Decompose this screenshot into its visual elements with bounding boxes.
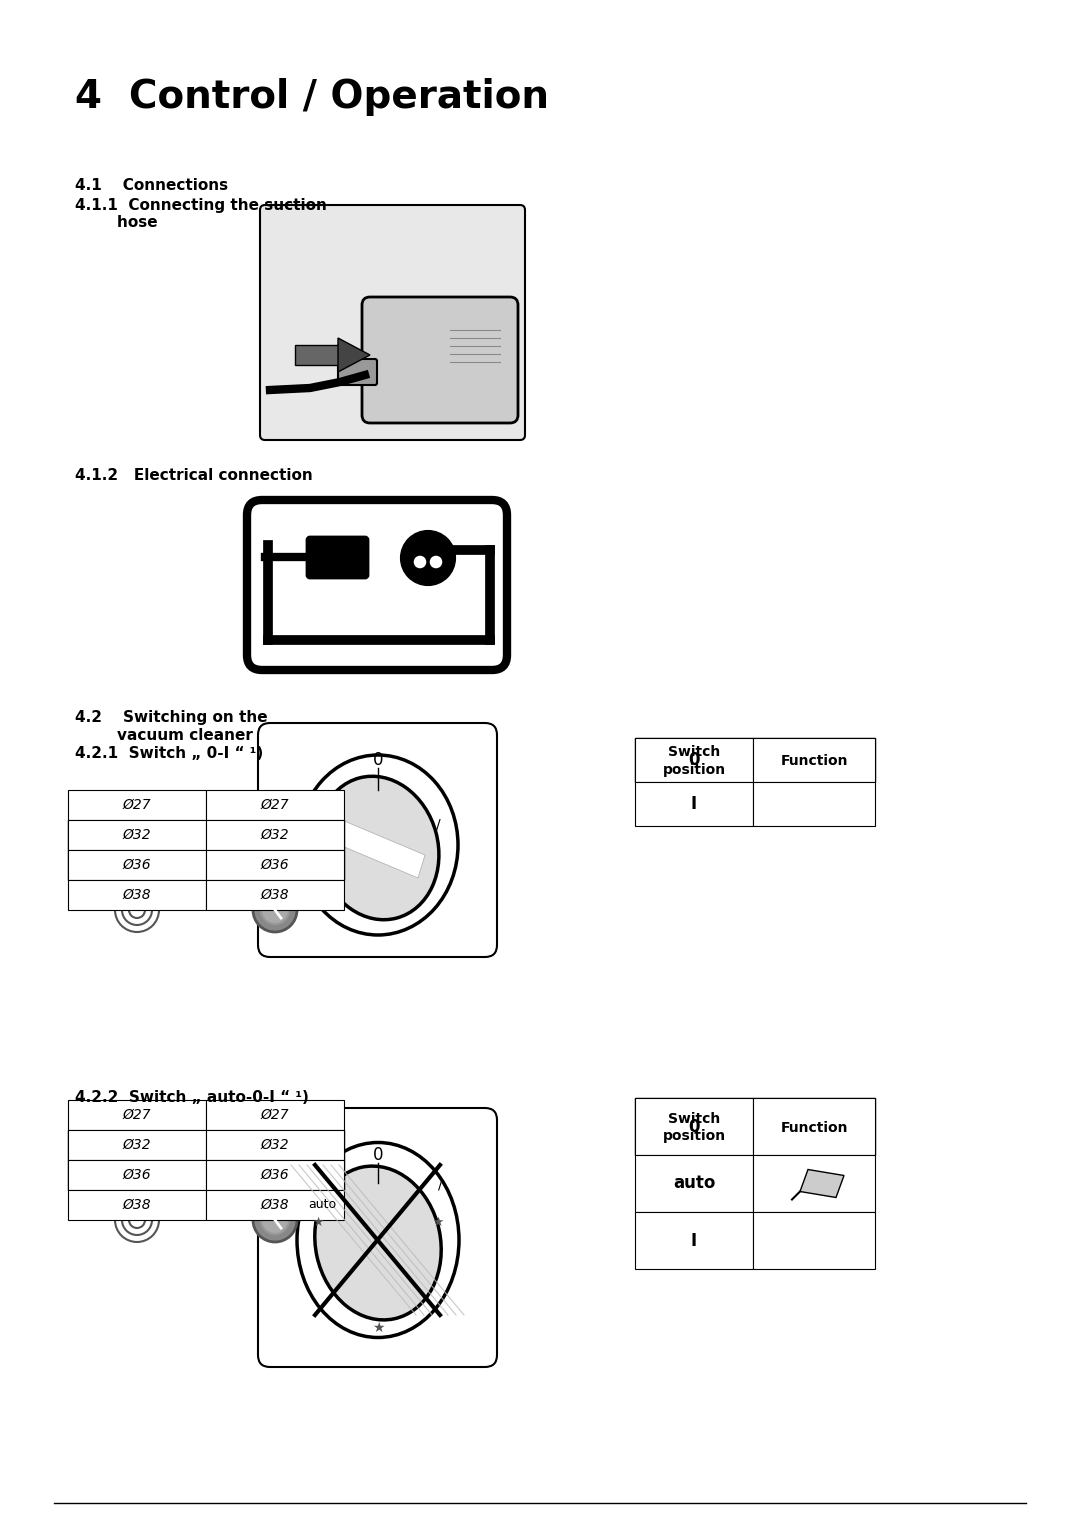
Ellipse shape: [298, 754, 458, 935]
Bar: [635, 738, 753, 782]
Ellipse shape: [318, 776, 438, 919]
Bar: [206, 1130, 345, 1161]
Text: Switch
position: Switch position: [662, 745, 726, 777]
FancyBboxPatch shape: [258, 722, 497, 957]
Bar: [68, 1190, 206, 1220]
Text: Ø38: Ø38: [123, 889, 151, 902]
Text: /: /: [437, 1177, 443, 1193]
Bar: [753, 1154, 875, 1212]
Text: Ø36: Ø36: [123, 1168, 151, 1182]
Bar: [68, 1161, 206, 1190]
Bar: [206, 820, 345, 880]
Polygon shape: [295, 345, 340, 365]
FancyBboxPatch shape: [307, 538, 368, 579]
Bar: [635, 1212, 753, 1269]
FancyBboxPatch shape: [260, 205, 525, 440]
Bar: [206, 1190, 345, 1220]
FancyBboxPatch shape: [362, 296, 518, 423]
Text: Ø36: Ø36: [123, 858, 151, 872]
Ellipse shape: [297, 1142, 459, 1338]
Text: 0: 0: [373, 751, 383, 770]
Bar: [206, 1099, 345, 1130]
Text: Ø27: Ø27: [260, 1109, 289, 1122]
Polygon shape: [323, 815, 426, 878]
Bar: [635, 782, 753, 826]
Bar: [206, 820, 345, 851]
Text: ★: ★: [432, 1215, 444, 1229]
Text: 0: 0: [688, 751, 700, 770]
Text: 4  Control / Operation: 4 Control / Operation: [75, 78, 549, 116]
Text: 4.2    Switching on the: 4.2 Switching on the: [75, 710, 268, 725]
Bar: [635, 1098, 753, 1154]
Text: Ø32: Ø32: [260, 1138, 289, 1151]
Bar: [753, 1098, 875, 1154]
Polygon shape: [800, 1170, 843, 1197]
Circle shape: [402, 531, 454, 583]
Text: Ø36: Ø36: [260, 1168, 289, 1182]
Bar: [68, 820, 206, 851]
Text: Switch
position: Switch position: [662, 1112, 726, 1144]
Text: 4.1.2   Electrical connection: 4.1.2 Electrical connection: [75, 467, 313, 483]
Text: auto: auto: [308, 1199, 336, 1211]
Bar: [753, 738, 875, 782]
Text: Ø38: Ø38: [260, 1199, 289, 1212]
Text: Function: Function: [780, 1121, 848, 1135]
FancyArrowPatch shape: [313, 345, 359, 365]
Bar: [68, 820, 206, 880]
Text: I: I: [691, 796, 697, 812]
Text: Ø32: Ø32: [260, 828, 289, 841]
Bar: [68, 789, 206, 820]
Bar: [753, 738, 875, 782]
Text: Ø27: Ø27: [123, 1109, 151, 1122]
Text: ★: ★: [372, 1321, 384, 1335]
Text: Function: Function: [780, 754, 848, 768]
Circle shape: [261, 1206, 289, 1234]
Text: Ø38: Ø38: [260, 889, 289, 902]
FancyBboxPatch shape: [247, 499, 507, 670]
Bar: [206, 851, 345, 880]
Circle shape: [253, 1199, 297, 1241]
Circle shape: [429, 554, 443, 570]
Text: Ø38: Ø38: [123, 1199, 151, 1212]
Text: vacuum cleaner: vacuum cleaner: [75, 728, 253, 744]
FancyBboxPatch shape: [338, 359, 377, 385]
Circle shape: [253, 889, 297, 931]
Bar: [206, 1161, 345, 1190]
Bar: [68, 851, 206, 880]
FancyBboxPatch shape: [258, 1109, 497, 1367]
Bar: [206, 880, 345, 910]
Bar: [68, 1099, 206, 1130]
Bar: [68, 1130, 206, 1161]
Circle shape: [413, 554, 427, 570]
Text: 4.1.1  Connecting the suction
        hose: 4.1.1 Connecting the suction hose: [75, 199, 327, 231]
Bar: [753, 782, 875, 826]
Text: 4.2.1  Switch „ 0-I “ ¹): 4.2.1 Switch „ 0-I “ ¹): [75, 747, 264, 760]
Text: 0: 0: [373, 1145, 383, 1164]
Text: 4.2.2  Switch „ auto-0-I “ ¹): 4.2.2 Switch „ auto-0-I “ ¹): [75, 1090, 309, 1106]
Bar: [206, 1130, 345, 1190]
Bar: [68, 1130, 206, 1190]
Polygon shape: [338, 337, 370, 373]
Circle shape: [261, 896, 289, 924]
Text: auto: auto: [673, 1174, 715, 1193]
Bar: [206, 789, 345, 820]
Text: I: I: [691, 1231, 697, 1249]
Ellipse shape: [314, 1167, 442, 1319]
Text: Ø32: Ø32: [123, 828, 151, 841]
Text: Ø27: Ø27: [123, 799, 151, 812]
Bar: [635, 1098, 753, 1154]
Text: Ø32: Ø32: [123, 1138, 151, 1151]
Text: Ø27: Ø27: [260, 799, 289, 812]
Text: ★: ★: [312, 1215, 324, 1229]
Bar: [635, 1154, 753, 1212]
Text: 4.1    Connections: 4.1 Connections: [75, 179, 228, 192]
Bar: [753, 1212, 875, 1269]
Text: /: /: [435, 818, 441, 832]
Bar: [68, 880, 206, 910]
Text: Ø36: Ø36: [260, 858, 289, 872]
Text: 0: 0: [688, 1118, 700, 1136]
Bar: [635, 738, 753, 782]
Bar: [753, 1098, 875, 1154]
